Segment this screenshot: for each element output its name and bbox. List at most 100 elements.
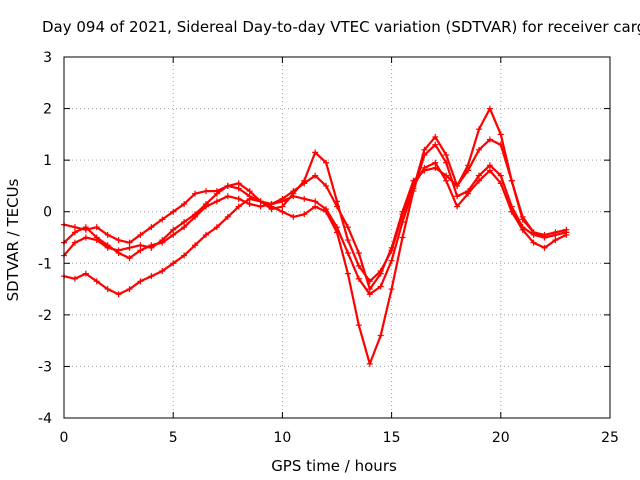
data-point — [115, 247, 122, 254]
data-point — [71, 239, 78, 246]
y-tick-label: 3 — [43, 50, 52, 66]
data-point — [137, 278, 144, 285]
data-point — [475, 146, 482, 153]
data-point — [213, 198, 220, 205]
data-point — [312, 198, 319, 205]
data-point — [344, 270, 351, 277]
data-point — [104, 231, 111, 238]
data-point — [508, 177, 515, 184]
data-point — [170, 231, 177, 238]
data-point — [71, 275, 78, 282]
data-point — [126, 255, 133, 262]
data-point — [137, 247, 144, 254]
data-point — [323, 159, 330, 166]
chart-title: Day 094 of 2021, Sidereal Day-to-day VTE… — [42, 18, 640, 36]
x-tick-label: 15 — [383, 430, 401, 446]
data-point — [465, 162, 472, 169]
data-point — [213, 190, 220, 197]
data-point — [148, 273, 155, 280]
x-tick-label: 20 — [492, 430, 510, 446]
data-point — [355, 322, 362, 329]
x-tick-label: 5 — [169, 430, 178, 446]
data-point — [432, 159, 439, 166]
data-point — [323, 208, 330, 215]
data-point — [301, 211, 308, 218]
data-point — [213, 224, 220, 231]
data-point — [355, 275, 362, 282]
data-point — [366, 278, 373, 285]
data-point — [344, 249, 351, 256]
data-point — [421, 164, 428, 171]
y-tick-label: -4 — [38, 411, 52, 427]
data-point — [486, 136, 493, 143]
data-point — [257, 203, 264, 210]
data-point — [399, 234, 406, 241]
data-point — [181, 252, 188, 259]
data-point — [301, 177, 308, 184]
data-point — [312, 172, 319, 179]
data-point — [443, 177, 450, 184]
series-trace — [62, 138, 568, 291]
data-point — [224, 193, 231, 200]
data-point — [541, 234, 548, 241]
data-point — [279, 208, 286, 215]
data-point — [279, 203, 286, 210]
data-point — [399, 211, 406, 218]
tick-layer: 0 5 10 15 20 25 -4 -3 -2 -1 0 1 2 3 — [38, 50, 619, 446]
data-point — [159, 237, 166, 244]
x-tick-label: 25 — [601, 430, 619, 446]
x-tick-label: 10 — [273, 430, 291, 446]
data-point — [137, 242, 144, 249]
data-point — [312, 149, 319, 156]
series-track-1 — [61, 136, 570, 293]
data-point — [126, 239, 133, 246]
data-point — [181, 200, 188, 207]
data-point — [443, 151, 450, 158]
series-trace — [62, 151, 568, 283]
data-point — [235, 180, 242, 187]
data-point — [312, 203, 319, 210]
data-point — [366, 286, 373, 293]
data-point — [454, 193, 461, 200]
data-point — [301, 195, 308, 202]
y-tick-label: -1 — [38, 256, 52, 272]
data-point — [246, 188, 253, 195]
data-point — [170, 208, 177, 215]
data-point — [486, 105, 493, 112]
data-point — [202, 231, 209, 238]
data-point — [323, 182, 330, 189]
data-point — [486, 167, 493, 174]
data-point — [508, 208, 515, 215]
data-point — [192, 190, 199, 197]
plot-frame — [63, 56, 611, 419]
series-track-4 — [61, 149, 570, 285]
y-tick-label: 1 — [43, 153, 52, 169]
data-point — [334, 198, 340, 205]
series-track-2 — [61, 105, 570, 298]
data-point — [268, 206, 275, 213]
data-point — [290, 213, 297, 220]
data-point — [443, 159, 450, 166]
data-point — [530, 231, 537, 238]
data-point — [377, 283, 384, 290]
y-tick-label: 0 — [43, 205, 52, 221]
data-point — [486, 162, 493, 169]
data-point — [388, 286, 395, 293]
data-point — [334, 229, 340, 236]
data-point — [235, 195, 242, 202]
data-point — [366, 360, 373, 367]
data-point — [246, 200, 253, 207]
data-point — [377, 332, 384, 339]
data-point — [388, 257, 395, 264]
data-point — [497, 180, 504, 187]
data-point — [115, 237, 122, 244]
data-point — [93, 224, 100, 231]
data-point — [410, 182, 417, 189]
data-point — [355, 262, 362, 269]
data-point — [126, 244, 133, 251]
data-point — [530, 239, 537, 246]
data-point — [148, 244, 155, 251]
x-tick-label: 0 — [60, 430, 69, 446]
data-point — [202, 200, 209, 207]
